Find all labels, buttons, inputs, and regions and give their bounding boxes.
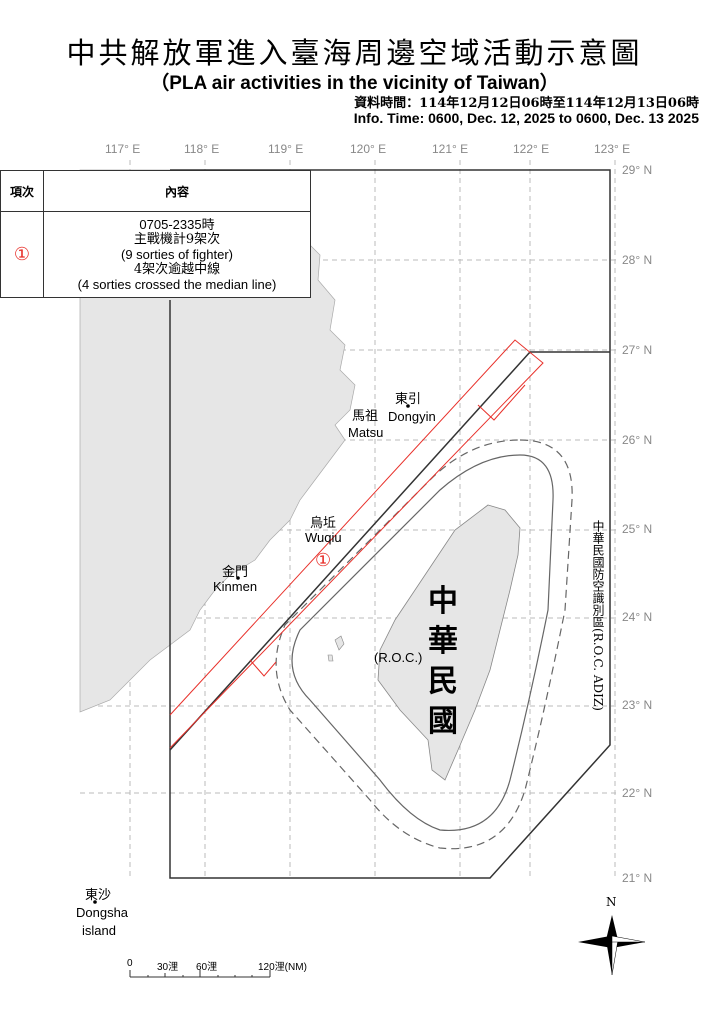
median-line (169, 351, 531, 751)
lat-label: 28° N (622, 253, 653, 267)
route-box (169, 339, 544, 749)
lon-label: 123° E (594, 142, 631, 156)
content-line: (4 sorties crossed the median line) (77, 277, 277, 292)
subtitle: （PLA air activities in the vicinity of T… (150, 73, 559, 94)
lat-label: 24° N (622, 610, 653, 624)
scale-label: 0 (127, 958, 133, 969)
matsu-en: Matsu (348, 425, 384, 440)
scale-label: 120浬(NM) (258, 962, 307, 973)
lat-label: 27° N (622, 343, 653, 357)
place-dots (93, 404, 410, 904)
table-row: ① 0705-2335時 主戰機計9架次 (9 sorties of fight… (0, 211, 311, 298)
scale-label: 60浬 (196, 962, 218, 973)
wuqiu-zh: 烏坵 (310, 516, 337, 531)
matsu-zh: 馬祖 (352, 409, 379, 424)
content-line: 0705-2335時 (139, 217, 215, 232)
lat-label: 29° N (622, 163, 653, 177)
lon-label: 118° E (184, 142, 220, 156)
activity-table: 項次 內容 ① 0705-2335時 主戰機計9架次 (9 sorties of … (0, 170, 311, 298)
dongsha-en: Dongsha (76, 905, 129, 920)
lat-label: 22° N (622, 786, 653, 800)
taiwan-island (377, 504, 521, 781)
page-title: 中共解放軍進入臺海周邊空域活動示意圖 (66, 36, 643, 70)
header-item: 項次 (0, 170, 44, 212)
content-line: 4架次逾越中線 (133, 262, 221, 277)
compass-north: N (606, 895, 617, 909)
kinmen-zh: 金門 (222, 565, 249, 580)
header-content: 內容 (43, 170, 311, 212)
dongyin-en: Dongyin (388, 409, 436, 424)
roc-label: 中華民國 (428, 584, 458, 739)
lat-label: 21° N (622, 871, 653, 885)
dongsha-zh: 東沙 (85, 888, 112, 903)
lat-label: 23° N (622, 698, 653, 712)
content-line: (9 sorties of fighter) (121, 247, 233, 262)
compass-icon (578, 915, 646, 976)
adiz-outer-dashed (275, 439, 573, 850)
lat-label: 26° N (622, 433, 653, 447)
roc-en: (R.O.C.) (374, 650, 423, 665)
lon-label: 119° E (268, 142, 304, 156)
route-marker: ① (315, 550, 332, 570)
adiz-label: 中華民國防空識別區(R.O.C. ADIZ) (591, 520, 605, 711)
lon-label: 122° E (513, 142, 550, 156)
info-time-zh: 資料時間：114年12月12日06時至114年12月13日06時 (354, 96, 699, 111)
info-time-en: Info. Time: 0600, Dec. 12, 2025 to 0600,… (353, 110, 699, 126)
content-line: 主戰機計9架次 (133, 232, 221, 247)
adiz-frame (169, 169, 611, 879)
dongyin-zh: 東引 (395, 392, 422, 407)
scale-label: 30浬 (157, 962, 179, 973)
lon-label: 120° E (350, 142, 387, 156)
lon-label: 121° E (432, 142, 469, 156)
scale-bar (129, 970, 271, 978)
lat-label: 25° N (622, 522, 653, 536)
wuqiu-en: Wuqiu (305, 530, 342, 545)
dongsha-en: island (82, 923, 116, 938)
lon-label: 117° E (105, 142, 141, 156)
kinmen-en: Kinmen (213, 579, 258, 594)
penghu-islands (327, 635, 345, 662)
adiz-inner-line (291, 454, 554, 832)
item-number: ① (0, 211, 44, 298)
